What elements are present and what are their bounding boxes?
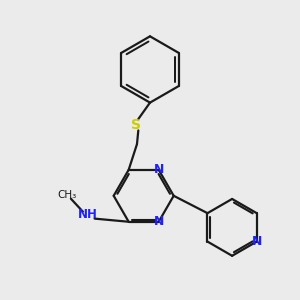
Text: NH: NH xyxy=(78,208,98,221)
Text: N: N xyxy=(154,163,164,176)
Text: CH₃: CH₃ xyxy=(58,190,77,200)
Text: N: N xyxy=(251,235,262,248)
Text: N: N xyxy=(154,215,164,228)
Text: S: S xyxy=(131,118,141,132)
